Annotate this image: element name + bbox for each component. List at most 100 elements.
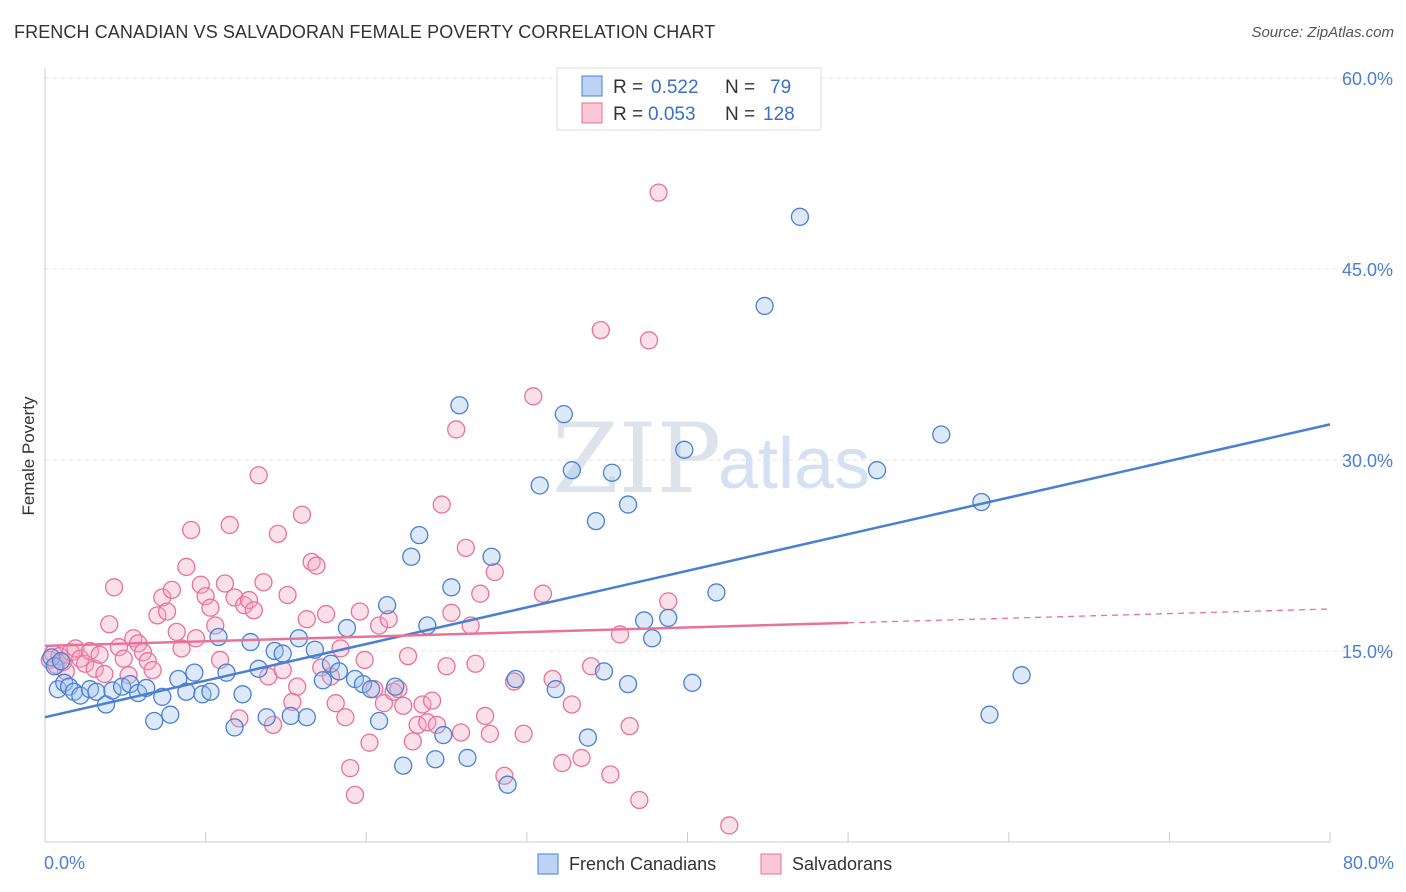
salvadoran-point [360,733,379,752]
salvadoran-point [451,723,471,742]
salvadoran-point [720,816,739,835]
french-canadian-point [546,680,565,699]
salvadoran-point [649,183,668,202]
salvadoran-point [239,590,259,610]
french-canadian-point [1012,666,1031,685]
salvadoran-point [148,606,167,625]
salvadoran-point [341,758,360,778]
salvadoran-point [601,765,620,784]
y-tick-labels: 15.0% 30.0% 45.0% 60.0% [1342,69,1393,662]
salvadoran-point [254,573,273,592]
salvadoran-point [437,657,456,676]
salvadoran-point [206,616,225,635]
salvadoran-point [553,753,572,773]
salvadoran-point [157,602,177,621]
y-tick-label-30: 30.0% [1342,451,1393,471]
salvadoran-point [191,575,210,594]
french-canadian-point [482,547,501,566]
salvadoran-point [471,584,490,603]
french-canadian-point [297,708,316,727]
french-canadian-point [257,708,276,727]
french-canadian-point [790,207,810,226]
bottom-legend-swatch-pink [760,853,782,875]
french-canadian-point [361,680,381,699]
bottom-legend: French Canadians Salvadorans [537,853,892,875]
salvadoran-point [432,495,451,514]
salvadoran-point [659,592,678,611]
french-canadian-point [402,547,421,566]
y-tick-label-45: 45.0% [1342,260,1393,280]
salvadoran-point [249,466,268,485]
salvadoran-point [196,587,215,606]
salvadoran-point [114,649,133,668]
french-canadian-point [394,756,413,775]
french-canadian-point [386,677,405,696]
salvadoran-point [307,556,326,575]
french-canadian-point [225,718,244,737]
legend-n-label-2: N = [725,104,755,125]
french-canadian-point [602,463,622,482]
salvadoran-point [475,706,495,726]
legend: R = 0.522 N = 79 R = 0.053 N = 128 [556,67,822,131]
salvadoran-point [326,694,345,713]
salvadoran-point [225,588,244,607]
bottom-legend-swatch-blue [537,853,559,875]
french-canadian-point [337,618,357,638]
watermark-zip: ZIP [552,403,721,515]
salvadoran-point [292,505,312,524]
french-canadian-point [932,425,951,444]
salvadoran-point [162,580,182,600]
salvadoran-point [297,610,316,629]
salvadoran-point [268,524,288,544]
french-canadian-point [87,682,106,701]
french-canadian-point [161,705,180,724]
salvadoran-point [80,641,100,661]
legend-n-value-2: 128 [763,104,795,125]
salvadoran-point [369,616,389,635]
french-canadian-point [369,711,389,731]
salvadoran-point [336,708,355,727]
french-canadian-point [707,583,726,602]
french-canadian-point [273,644,292,663]
french-canadian-point [755,296,774,316]
salvadoran-point [422,691,442,710]
french-canadian-point [554,405,573,424]
salvadoran-point [56,662,76,681]
source-label: Source: ZipAtlas.com [1251,24,1394,41]
french-canadian-point [498,775,517,794]
salvadoran-point [182,520,201,540]
french-canadian-point [377,596,397,615]
french-canadian-point [530,476,549,495]
salvadoran-point [177,557,196,577]
salvadoran-point [379,610,398,629]
salvadoran-point [389,680,408,699]
french-canadian-point [458,748,477,768]
salvadoran-point [220,515,239,535]
salvadoran-point [533,584,553,603]
salvadoran-point [524,387,543,406]
salvadoran-point [104,578,124,597]
french-canadian-point [867,461,887,480]
legend-r-label-1: R = [613,77,643,98]
salvadoran-point [230,709,249,728]
french-canadian-point [201,682,220,701]
french-canadian-point [586,511,606,531]
salvadoran-point [143,660,162,680]
french-canadian-point [241,632,260,652]
french-canadian-point [329,662,349,681]
salvadoran-point [167,622,186,642]
french-canadian-point [618,674,638,694]
watermark: ZIP atlas [552,403,870,515]
salvadoran-point [153,588,172,607]
salvadoran-point [427,715,447,735]
french-canadian-point [442,578,461,597]
french-canadian-point [426,750,445,769]
legend-r-value-1: 0.522 [651,77,699,98]
salvadoran-point [485,562,504,582]
salvadoran-point [447,420,466,439]
salvadoran-point [138,652,157,671]
french-canadian-point [51,652,71,671]
french-canadian-point [578,728,598,747]
x-tick-min: 0.0% [44,853,85,873]
